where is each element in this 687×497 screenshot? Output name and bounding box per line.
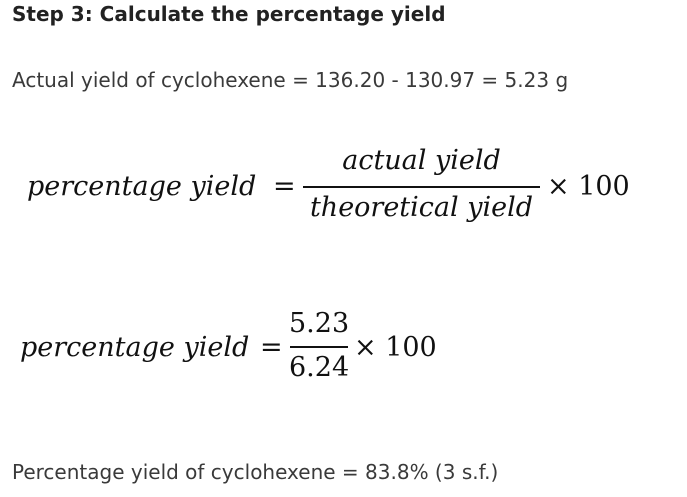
equals: = (260, 332, 283, 363)
lhs: percentage yield (20, 332, 250, 363)
result: Percentage yield of cyclohexene = 83.8% … (12, 460, 499, 484)
multiplier: × 100 (354, 332, 437, 363)
actual-yield-line: Actual yield of cyclohexene = 136.20 - 1… (12, 68, 569, 92)
numerator: actual yield (342, 145, 501, 176)
equals: = (273, 171, 296, 202)
fraction-bar (303, 186, 540, 188)
lhs: percentage yield (27, 171, 257, 202)
numerator: 5.23 (289, 308, 350, 339)
heading: Step 3: Calculate the percentage yield (12, 2, 446, 26)
denominator: 6.24 (289, 352, 350, 383)
fraction-bar (290, 346, 348, 348)
multiplier: × 100 (547, 171, 630, 202)
denominator: theoretical yield (309, 192, 534, 223)
